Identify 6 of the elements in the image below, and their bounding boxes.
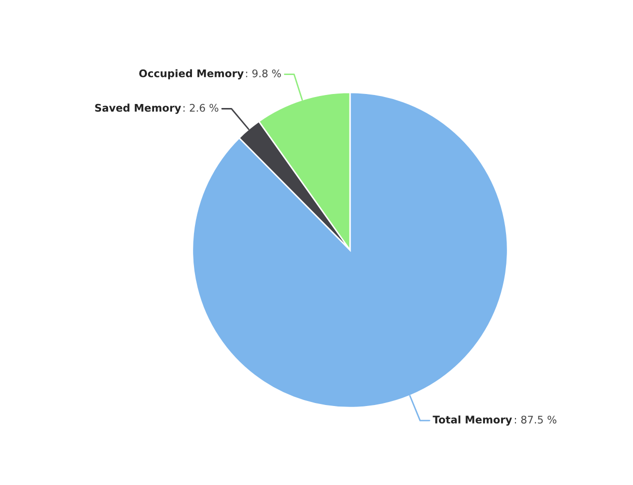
slice-label: Occupied Memory: [139, 69, 244, 80]
slice-label: Total Memory: [432, 415, 512, 426]
data-label: : 87.5 %: [514, 416, 556, 424]
slice-label: Saved Memory: [95, 104, 182, 114]
data-label: : 9.8 %: [246, 69, 281, 78]
data-label: : 2.6 %: [183, 104, 218, 112]
